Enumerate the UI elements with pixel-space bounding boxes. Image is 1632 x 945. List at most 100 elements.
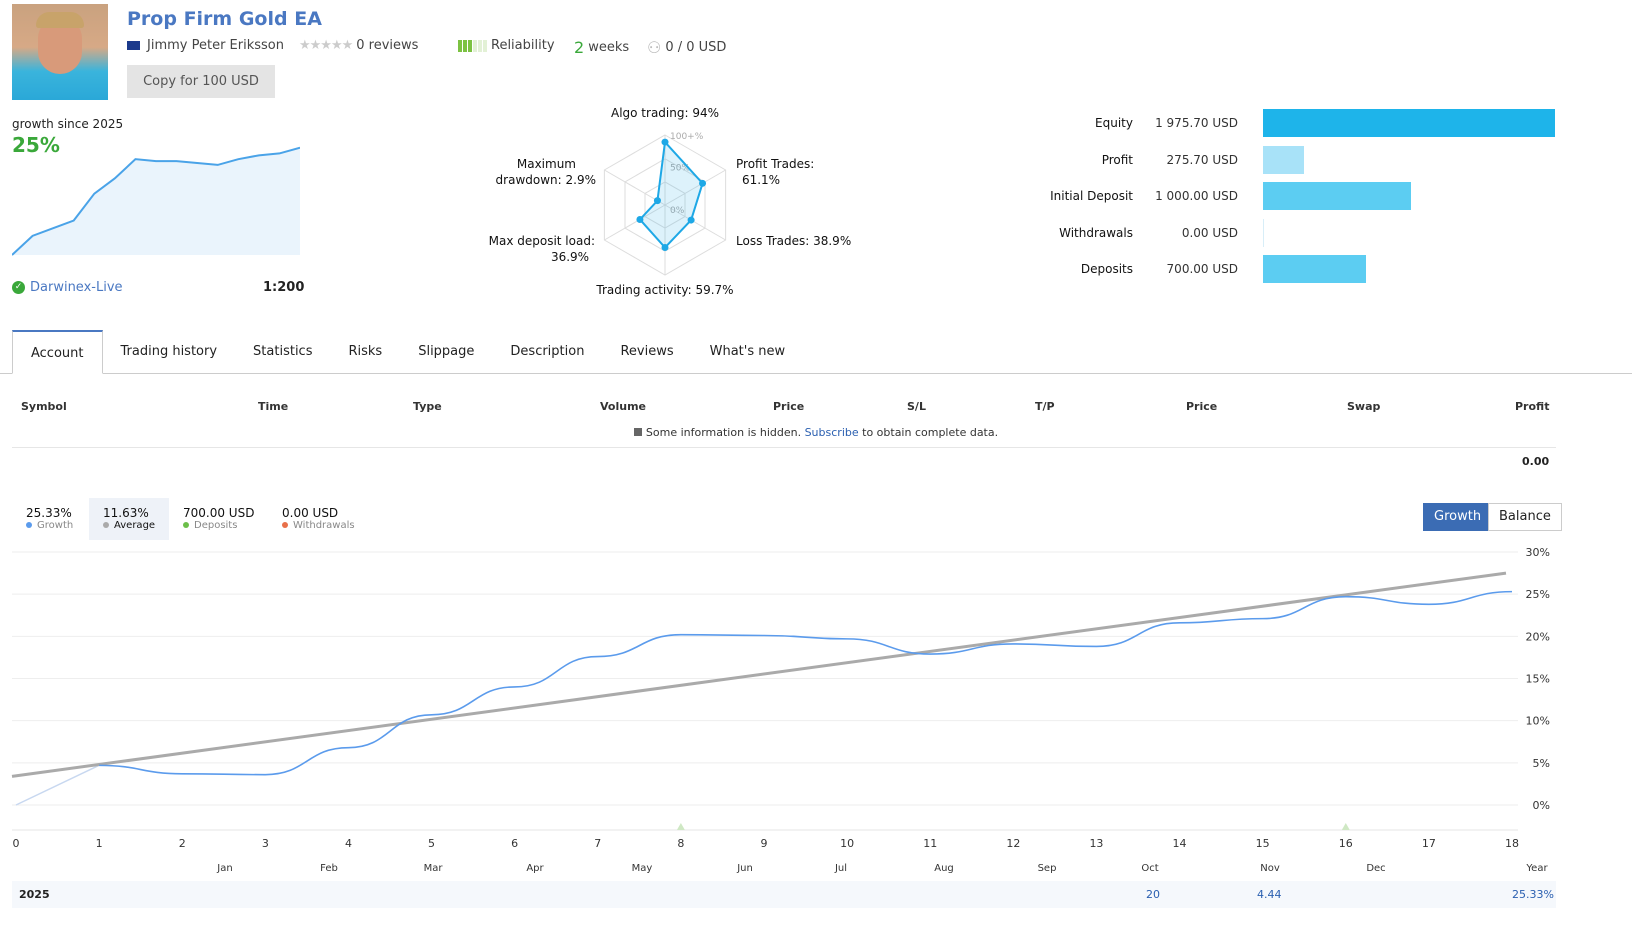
tab-risks[interactable]: Risks — [348, 344, 383, 359]
users-icon: ⚇ — [647, 38, 662, 57]
stat-value: 0.00 USD — [1181, 225, 1238, 240]
oct-value[interactable]: 20 — [1146, 888, 1160, 901]
stat-row: Equity 1 975.70 USD — [1010, 108, 1570, 138]
avatar[interactable] — [12, 4, 108, 100]
tab-description[interactable]: Description — [510, 344, 585, 359]
growth-chart: 0%5%10%15%20%25%30%0 1 2 3 4 5 6 7 8 9 10 11 12 13 14 1… — [11, 546, 1550, 874]
author[interactable]: Jimmy Peter Eriksson — [127, 38, 284, 53]
stat-label: Profit — [1101, 152, 1133, 167]
x-tick-label: 6 — [511, 837, 518, 850]
stat-row: Withdrawals 0.00 USD — [1010, 218, 1570, 248]
author-name[interactable]: Jimmy Peter Eriksson — [147, 38, 284, 53]
column-header[interactable]: Profit — [1515, 400, 1550, 413]
mini-growth-chart — [12, 146, 300, 256]
page-title[interactable]: Prop Firm Gold EA — [127, 8, 322, 30]
stat-row: Profit 275.70 USD — [1010, 145, 1570, 175]
reviews-count: 0 reviews — [356, 38, 419, 53]
stat-value: 700.00 USD — [1166, 262, 1238, 276]
x-tick-label: 3 — [262, 837, 269, 850]
broker-name[interactable]: Darwinex-Live — [30, 280, 123, 295]
stat-bar — [1263, 109, 1555, 137]
copy-button[interactable]: Copy for 100 USD — [127, 65, 275, 98]
month-label: Dec — [1366, 863, 1385, 874]
x-tick-label: 10 — [840, 837, 854, 850]
x-tick-label: 16 — [1339, 837, 1353, 850]
y-tick-label: 25% — [1526, 588, 1550, 601]
reliability-bar — [473, 39, 477, 52]
column-header[interactable]: Volume — [600, 400, 646, 413]
stat-label: Initial Deposit — [1050, 189, 1133, 203]
age: 2 weeks — [574, 38, 629, 57]
y-tick-label: 0% — [1533, 799, 1550, 812]
tab-slippage[interactable]: Slippage — [418, 344, 475, 359]
x-tick-label: 1 — [96, 837, 103, 850]
reliability-bar — [463, 39, 467, 52]
tab-account[interactable]: Account — [12, 330, 103, 374]
month-label: Mar — [424, 863, 444, 874]
month-label: May — [632, 863, 653, 874]
radar-ring-label: 0% — [670, 206, 685, 216]
month-label: Sep — [1038, 863, 1057, 874]
column-header[interactable]: S/L — [907, 400, 926, 413]
legend-value: 0.00 USD — [282, 506, 339, 520]
legend-withdrawals[interactable]: 0.00 USD Withdrawals — [268, 498, 369, 540]
subscribe-link[interactable]: Subscribe — [804, 426, 859, 439]
reliability-bar — [468, 39, 472, 52]
radar-label: Profit Trades: 61.1% — [736, 157, 814, 187]
subscribers-value: 0 / 0 USD — [665, 40, 727, 55]
radar-point — [687, 216, 695, 224]
radar-shape — [638, 139, 704, 249]
growth-value: 25% — [12, 133, 60, 157]
x-tick-label: 2 — [179, 837, 186, 850]
profit-total: 0.00 — [1522, 455, 1550, 468]
month-label: Aug — [934, 863, 954, 874]
average-line — [11, 571, 1507, 778]
radar-label: Algo trading: 94% — [611, 106, 719, 120]
column-header[interactable]: Swap — [1347, 400, 1381, 413]
year-value[interactable]: 25.33% — [1512, 888, 1554, 901]
column-header[interactable]: Time — [258, 400, 289, 413]
flag-icon — [127, 41, 140, 50]
radar-point — [653, 197, 661, 205]
tab-trading-history[interactable]: Trading history — [120, 344, 218, 359]
column-header[interactable]: Symbol — [21, 400, 67, 413]
legend-dot-icon — [183, 522, 189, 528]
balance-toggle[interactable]: Balance — [1488, 503, 1562, 531]
legend-growth[interactable]: 25.33% Growth — [12, 498, 87, 540]
rating[interactable]: ★★★★★ 0 reviews — [299, 38, 418, 53]
tab-what-s-new[interactable]: What's new — [709, 344, 786, 359]
legend-dot-icon — [103, 522, 109, 528]
x-tick-label: 4 — [345, 837, 352, 850]
column-header[interactable]: Price — [773, 400, 805, 413]
reliability-bars-icon — [458, 39, 487, 52]
column-header[interactable]: Price — [1186, 400, 1218, 413]
month-label: Nov — [1260, 863, 1280, 874]
radar-point — [636, 215, 644, 223]
month-label: Jan — [216, 863, 232, 874]
nov-value[interactable]: 4.44 — [1257, 888, 1282, 901]
growth-toggle[interactable]: Growth — [1423, 503, 1493, 531]
mini-line — [12, 146, 300, 256]
x-tick-label: 12 — [1006, 837, 1020, 850]
stat-label: Withdrawals — [1059, 225, 1133, 240]
stars-icon: ★★★★★ — [299, 38, 353, 53]
notice-text-end: to obtain complete data. — [862, 426, 999, 439]
legend-deposits[interactable]: 700.00 USD Deposits — [169, 498, 268, 540]
radar-label: Trading activity: 59.7% — [595, 283, 733, 297]
legend-average[interactable]: 11.63% Average — [89, 498, 170, 540]
x-tick-label: 9 — [761, 837, 768, 850]
radar-chart: 100+% 50% 0% Algo trading: 94% Profit Trades… — [489, 106, 852, 297]
radar-spoke — [664, 204, 726, 241]
radar-spoke — [664, 169, 726, 206]
column-header[interactable]: T/P — [1035, 400, 1055, 413]
stat-label: Deposits — [1080, 262, 1133, 276]
tab-reviews[interactable]: Reviews — [620, 344, 674, 359]
broker-link[interactable]: ✓ Darwinex-Live — [12, 280, 123, 295]
radar-ring-label: 50% — [670, 164, 690, 174]
tab-bar: Account Trading history Statistics Risks Sli… — [0, 330, 1632, 374]
growth-line-start — [15, 764, 100, 806]
column-header[interactable]: Type — [413, 400, 442, 413]
y-tick-label: 10% — [1526, 715, 1550, 728]
y-tick-label: 30% — [1526, 546, 1550, 559]
tab-statistics[interactable]: Statistics — [253, 344, 313, 359]
